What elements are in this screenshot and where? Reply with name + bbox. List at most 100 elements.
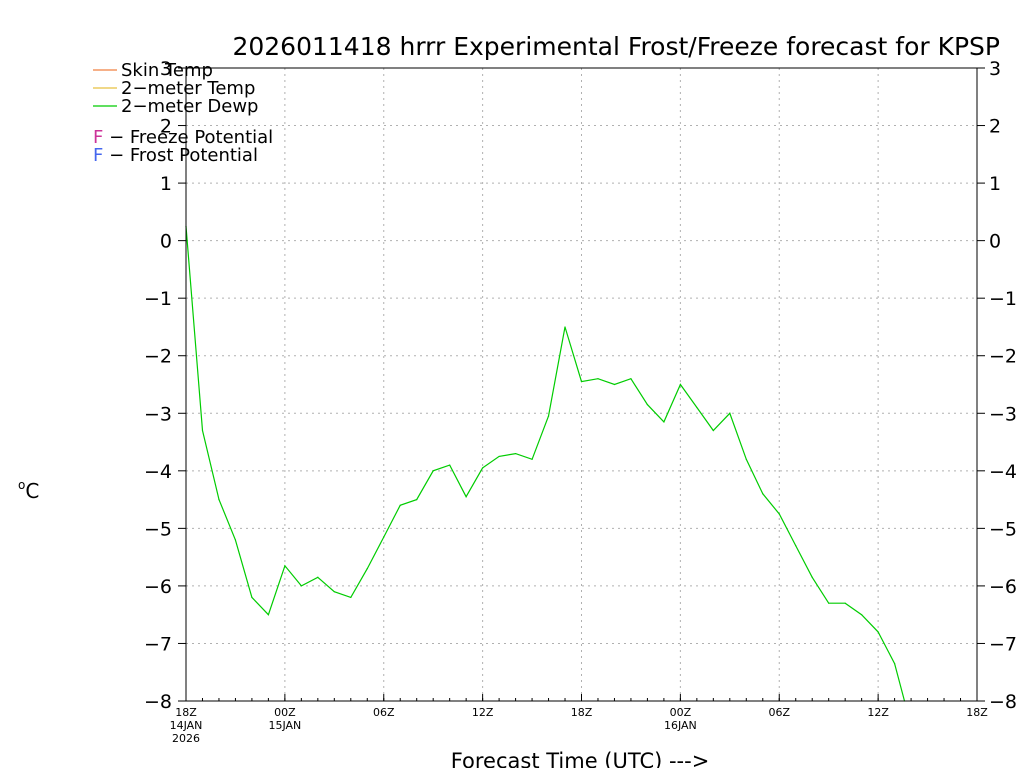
data-point: [778, 513, 780, 515]
y-tick-label-right: −3: [989, 403, 1017, 425]
y-tick-label-left: −6: [144, 576, 172, 598]
data-point: [432, 470, 434, 472]
y-tick-label-left: 1: [160, 173, 172, 195]
data-point: [333, 591, 335, 593]
y-axis-label-unit: C: [25, 479, 39, 503]
legend-label: Skin Temp: [121, 60, 213, 81]
data-point: [745, 458, 747, 460]
y-axis-label: oC: [18, 478, 39, 503]
y-tick-label-left: 3: [160, 58, 172, 80]
x-tick-label: 00Z 15JAN: [268, 706, 301, 732]
potential-legend-item: F − Frost Potential: [93, 145, 258, 166]
data-point: [729, 412, 731, 414]
y-tick-label-right: −7: [989, 633, 1017, 655]
x-tick-label: 12Z: [472, 706, 494, 719]
y-tick-label-right: −8: [989, 691, 1017, 713]
data-point: [449, 464, 451, 466]
data-point: [630, 378, 632, 380]
data-point: [531, 458, 533, 460]
data-point: [366, 568, 368, 570]
x-tick-label-line: 2026: [172, 732, 200, 745]
x-tick-label-line: 14JAN: [170, 719, 203, 732]
data-point: [613, 383, 616, 386]
y-tick-label-right: −1: [989, 288, 1017, 310]
x-tick-label-line: 12Z: [867, 706, 889, 719]
x-tick-label: 00Z 16JAN: [664, 706, 697, 732]
data-point: [894, 662, 896, 665]
y-tick-label-left: 2: [160, 116, 172, 138]
x-tick-label-line: 00Z: [670, 706, 692, 719]
legend-label: 2−meter Temp: [121, 78, 255, 99]
y-tick-label-left: −2: [144, 346, 172, 368]
data-point: [383, 536, 385, 538]
chart-title: 2026011418 hrrr Experimental Frost/Freez…: [232, 32, 1000, 61]
x-tick-label: 18Z: [571, 706, 593, 719]
data-point: [712, 429, 714, 432]
axes: 3 3 2 2 1 1 0 0 −1 −1 −2 −2 −3 −3 −4 −4 −5 −5 −6 −6 −7 −7 −8 −8…: [144, 58, 1017, 745]
data-point: [663, 421, 665, 423]
x-tick-label-line: 18Z: [571, 706, 593, 719]
data-point: [482, 467, 484, 469]
x-tick-label: 18Z 14JAN 2026: [170, 706, 203, 745]
x-axis-label: Forecast Time (UTC) --->: [451, 749, 710, 768]
x-tick-label-line: 18Z: [966, 706, 988, 719]
data-point: [267, 614, 269, 616]
data-point: [234, 539, 237, 541]
data-point: [350, 596, 352, 599]
y-tick-label-right: 1: [989, 173, 1001, 195]
x-tick-label-line: 12Z: [472, 706, 494, 719]
data-point: [679, 383, 681, 386]
y-tick-label-right: 2: [989, 116, 1001, 138]
data-point: [811, 576, 813, 578]
potential-letter: F: [93, 127, 103, 148]
data-point: [284, 565, 286, 567]
y-tick-label-right: −5: [989, 518, 1017, 540]
x-tick-label-line: 06Z: [768, 706, 790, 719]
data-point: [844, 602, 846, 604]
data-point: [251, 596, 253, 599]
y-tick-label-left: −4: [144, 461, 172, 483]
x-tick-label-line: 15JAN: [268, 719, 301, 732]
data-point: [399, 504, 401, 506]
y-tick-label-right: 0: [989, 231, 1001, 253]
y-tick-label-left: −1: [144, 288, 172, 310]
x-tick-label-line: 00Z: [274, 706, 296, 719]
data-point: [547, 415, 550, 417]
y-tick-label-left: −5: [144, 518, 172, 540]
y-tick-label-left: −7: [144, 633, 172, 655]
data-point: [580, 381, 583, 383]
y-axis-label-degree: o: [18, 478, 25, 492]
data-point: [877, 631, 879, 633]
legend-label: 2−meter Dewp: [121, 96, 258, 117]
x-tick-label-line: 06Z: [373, 706, 395, 719]
data-point: [646, 404, 649, 406]
series-line-dewpoint: [185, 226, 906, 702]
data-point: [861, 614, 863, 616]
data-point: [762, 493, 764, 495]
x-tick-label-line: 18Z: [175, 706, 197, 719]
x-tick-label: 06Z: [373, 706, 395, 719]
potential-text: − Frost Potential: [103, 145, 258, 166]
data-point: [795, 545, 797, 547]
x-tick-label: 06Z: [768, 706, 790, 719]
y-tick-label-left: −8: [144, 691, 172, 713]
x-tick-label-line: 16JAN: [664, 719, 697, 732]
data-point: [597, 378, 599, 380]
potential-legend-item: F − Freeze Potential: [93, 127, 273, 148]
data-point: [465, 496, 467, 498]
data-point: [218, 498, 220, 501]
y-tick-label-right: 3: [989, 58, 1001, 80]
data-point: [514, 452, 517, 455]
potential-text: − Freeze Potential: [103, 127, 273, 148]
data-point: [300, 585, 302, 587]
data-point: [828, 602, 830, 604]
data-point: [201, 429, 204, 432]
y-tick-label-right: −4: [989, 461, 1017, 483]
data-point: [564, 326, 566, 328]
series-layer: [185, 225, 906, 702]
data-point: [317, 576, 319, 578]
data-point: [498, 455, 500, 458]
plot-frame: [185, 67, 978, 702]
